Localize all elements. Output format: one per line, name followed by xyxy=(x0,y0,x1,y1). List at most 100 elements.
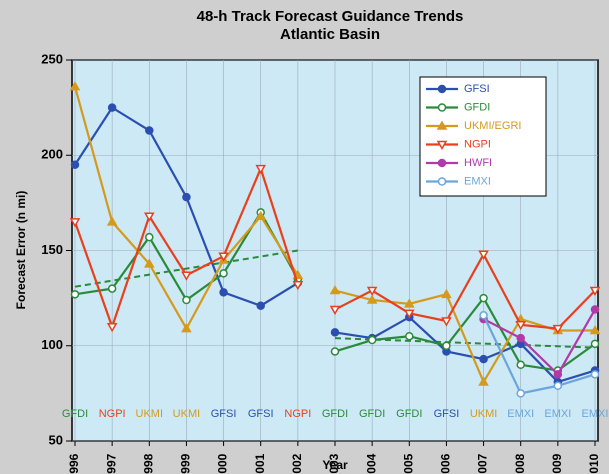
annotation: EMXI xyxy=(544,408,571,420)
point xyxy=(367,335,377,345)
point xyxy=(478,376,489,386)
point xyxy=(366,286,378,297)
legend-label: GFSI xyxy=(464,83,490,95)
point xyxy=(330,328,340,337)
annotation: GFDI xyxy=(322,408,348,420)
point xyxy=(589,286,601,297)
legend-label: UKMI/EGRI xyxy=(464,120,521,132)
point xyxy=(181,323,192,333)
point xyxy=(292,281,304,291)
x-tick-label: 2001 xyxy=(253,453,267,474)
point xyxy=(145,232,154,242)
annotation: EMXI xyxy=(507,408,534,420)
point xyxy=(181,271,192,281)
annotation: GFDI xyxy=(62,408,88,420)
point xyxy=(219,269,228,278)
point xyxy=(329,305,341,316)
annotation: GFDI xyxy=(359,408,385,420)
point xyxy=(516,360,525,370)
point xyxy=(143,258,155,268)
point xyxy=(479,293,488,303)
point xyxy=(256,301,265,310)
legend-label: EMXI xyxy=(464,175,491,187)
point xyxy=(478,250,489,260)
point xyxy=(516,389,525,398)
y-tick-label: 50 xyxy=(49,432,63,447)
point xyxy=(219,288,228,297)
y-tick-label: 250 xyxy=(41,51,63,66)
point xyxy=(69,81,81,91)
annotation: UKMI xyxy=(173,408,201,420)
legend-label: GFDI xyxy=(464,101,490,113)
x-tick-label: 2010 xyxy=(587,453,601,474)
annotation: NGPI xyxy=(99,408,126,420)
point xyxy=(218,252,229,262)
x-axis-label: Year xyxy=(322,458,348,472)
point xyxy=(553,381,563,391)
point xyxy=(552,324,564,335)
point xyxy=(255,210,267,220)
series-line xyxy=(334,315,596,384)
y-axis-label: Forecast Error (n mi) xyxy=(14,191,28,310)
point xyxy=(479,354,488,364)
point xyxy=(143,212,155,222)
legend: GFSI GFDI UKMI/EGRI NGPI HWFI EMXI xyxy=(419,76,547,197)
point xyxy=(441,317,452,327)
series-line xyxy=(483,309,596,377)
x-tick-label: 2008 xyxy=(513,453,527,474)
point xyxy=(403,298,415,308)
point xyxy=(590,370,600,379)
legend-marker xyxy=(437,158,447,168)
point xyxy=(70,160,80,170)
point xyxy=(69,218,81,228)
x-tick-label: 1999 xyxy=(179,453,193,474)
point xyxy=(441,288,452,299)
point xyxy=(145,126,154,135)
annotation: EMXI xyxy=(582,408,609,420)
x-tick-label: 2006 xyxy=(439,453,453,474)
y-tick-label: 150 xyxy=(41,242,63,257)
annotation: GFSI xyxy=(248,408,274,420)
legend-marker xyxy=(437,177,447,186)
point xyxy=(106,322,118,333)
point xyxy=(515,321,527,331)
point xyxy=(330,347,340,356)
x-tick-label: 2004 xyxy=(364,453,378,474)
annotation: UKMI xyxy=(136,408,164,420)
point xyxy=(403,309,415,319)
series-line xyxy=(334,252,596,330)
point xyxy=(553,370,563,379)
chart-title: 48-h Track Forecast Guidance Trends xyxy=(197,8,464,25)
x-tick-label: 2000 xyxy=(216,453,230,474)
x-tick-label: 1996 xyxy=(67,453,81,474)
point xyxy=(329,284,341,295)
legend-label: HWFI xyxy=(464,157,492,169)
legend-marker xyxy=(436,120,448,130)
legend-marker xyxy=(436,140,448,151)
point xyxy=(442,341,451,350)
x-tick-label: 2003 xyxy=(327,453,341,474)
annotation: GFDI xyxy=(396,408,422,420)
legend-label: NGPI xyxy=(464,138,491,150)
annotation: GFSI xyxy=(434,408,460,420)
x-tick-label: 2005 xyxy=(401,453,415,474)
point xyxy=(106,216,118,226)
x-tick-label: 2009 xyxy=(550,453,564,474)
point xyxy=(107,103,117,112)
x-tick-label: 1998 xyxy=(141,453,155,474)
point xyxy=(107,284,117,293)
series-line xyxy=(482,314,596,395)
x-tick-label: 2007 xyxy=(476,453,490,474)
point xyxy=(590,339,600,349)
point xyxy=(589,324,601,335)
point xyxy=(182,192,191,202)
annotation: NGPI xyxy=(284,408,311,420)
x-tick-label: 2002 xyxy=(290,453,304,474)
point xyxy=(590,305,600,314)
point xyxy=(366,294,378,304)
legend-marker xyxy=(437,103,447,112)
x-tick-label: 1997 xyxy=(104,453,118,474)
legend-marker xyxy=(437,84,447,94)
point xyxy=(70,290,80,299)
